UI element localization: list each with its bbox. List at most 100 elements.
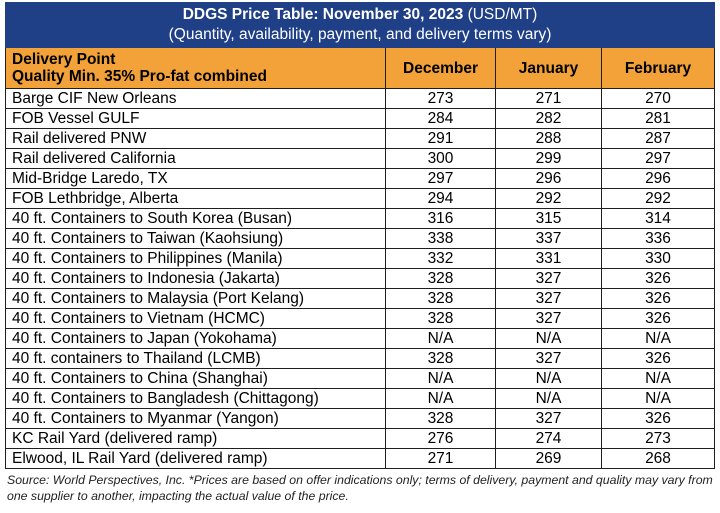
delivery-point-cell: 40 ft. Containers to China (Shanghai) [5,368,386,389]
delivery-point-cell: Rail delivered California [5,148,386,169]
delivery-point-cell: Barge CIF New Orleans [5,88,386,109]
january-price-cell: 288 [495,128,602,149]
table-title-row: DDGS Price Table: November 30, 2023 (USD… [4,2,716,48]
table-row: 40 ft. Containers to Philippines (Manila… [5,248,716,269]
table-row: Mid-Bridge Laredo, TX 297 296 296 [5,168,716,189]
february-price-cell: 297 [600,148,716,169]
table-row: 40 ft. containers to Thailand (LCMB) 328 3… [5,348,716,369]
february-price-cell: 270 [600,88,716,109]
january-price-cell: 327 [495,288,602,309]
january-price-cell: 274 [495,428,602,449]
february-price-cell: 330 [600,248,716,269]
february-price-cell: 336 [600,228,716,249]
ddgs-price-table: DDGS Price Table: November 30, 2023 (USD… [4,2,716,469]
delivery-point-cell: 40 ft. Containers to Japan (Yokohama) [5,328,386,349]
december-price-cell: N/A [385,368,496,389]
title-units: (USD/MT) [467,6,538,23]
february-price-cell: 287 [600,128,716,149]
table-row: 40 ft. Containers to Japan (Yokohama) N/A… [5,328,716,349]
february-price-cell: 326 [600,288,716,309]
delivery-point-header-line1: Delivery Point [12,51,116,68]
delivery-point-cell: 40 ft. Containers to Myanmar (Yangon) [5,408,386,429]
january-price-cell: 327 [495,408,602,429]
delivery-point-cell: 40 ft. Containers to Bangladesh (Chittag… [5,388,386,409]
delivery-point-cell: 40 ft. Containers to Malaysia (Port Kela… [5,288,386,309]
table-row: Rail delivered California 300 299 297 [5,148,716,169]
december-price-cell: 328 [385,288,496,309]
january-price-cell: 337 [495,228,602,249]
december-price-cell: 284 [385,108,496,129]
february-price-cell: 326 [600,308,716,329]
january-price-cell: 331 [495,248,602,269]
table-row: 40 ft. Containers to Indonesia (Jakarta)… [5,268,716,289]
december-price-cell: N/A [385,388,496,409]
february-price-cell: 326 [600,268,716,289]
february-header: February [600,47,716,89]
december-price-cell: 297 [385,168,496,189]
february-price-cell: N/A [600,388,716,409]
table-row: KC Rail Yard (delivered ramp) 276 274 273 [5,428,716,449]
delivery-point-cell: 40 ft. Containers to Indonesia (Jakarta) [5,268,386,289]
table-title: DDGS Price Table: November 30, 2023 (USD… [4,2,716,48]
january-price-cell: 327 [495,308,602,329]
february-price-cell: 326 [600,348,716,369]
december-price-cell: 332 [385,248,496,269]
delivery-point-cell: FOB Lethbridge, Alberta [5,188,386,209]
delivery-point-cell: Mid-Bridge Laredo, TX [5,168,386,189]
title-subtitle: (Quantity, availability, payment, and de… [168,26,552,43]
february-price-cell: 296 [600,168,716,189]
january-price-cell: 282 [495,108,602,129]
january-price-cell: 296 [495,168,602,189]
january-price-cell: N/A [495,328,602,349]
january-price-cell: 327 [495,348,602,369]
table-row: 40 ft. Containers to Taiwan (Kaohsiung) 3… [5,228,716,249]
delivery-point-cell: FOB Vessel GULF [5,108,386,129]
table-row: 40 ft. Containers to Bangladesh (Chittag… [5,388,716,409]
table-row: 40 ft. Containers to China (Shanghai) N/A… [5,368,716,389]
december-price-cell: 328 [385,308,496,329]
delivery-point-cell: 40 ft. Containers to Vietnam (HCMC) [5,308,386,329]
title-main: DDGS Price Table: November 30, 2023 [182,6,464,23]
table-row: 40 ft. Containers to Myanmar (Yangon) 328… [5,408,716,429]
december-price-cell: 328 [385,408,496,429]
table-row: Elwood, IL Rail Yard (delivered ramp) 271… [5,448,716,469]
table-body: Barge CIF New Orleans 273 271 270 FOB Vessel… [5,88,716,469]
january-price-cell: 269 [495,448,602,469]
december-price-cell: 300 [385,148,496,169]
source-footnote: Source: World Perspectives, Inc. *Prices… [7,473,713,503]
january-price-cell: 271 [495,88,602,109]
table-row: Rail delivered PNW 291 288 287 [5,128,716,149]
january-price-cell: 315 [495,208,602,229]
table-row: FOB Vessel GULF 284 282 281 [5,108,716,129]
table-row: 40 ft. Containers to Malaysia (Port Kela… [5,288,716,309]
december-price-cell: N/A [385,328,496,349]
january-header: January [495,47,602,89]
table-row: 40 ft. Containers to Vietnam (HCMC) 328 32… [5,308,716,329]
february-price-cell: 281 [600,108,716,129]
february-price-cell: 268 [600,448,716,469]
december-price-cell: 328 [385,348,496,369]
december-price-cell: 291 [385,128,496,149]
december-price-cell: 338 [385,228,496,249]
february-price-cell: 273 [600,428,716,449]
table-row: FOB Lethbridge, Alberta 294 292 292 [5,188,716,209]
january-price-cell: 327 [495,268,602,289]
delivery-point-cell: 40 ft. Containers to Taiwan (Kaohsiung) [5,228,386,249]
column-header-row: Delivery Point Quality Min. 35% Pro-fat … [5,47,716,89]
december-price-cell: 273 [385,88,496,109]
january-price-cell: N/A [495,368,602,389]
delivery-point-cell: KC Rail Yard (delivered ramp) [5,428,386,449]
december-price-cell: 328 [385,268,496,289]
delivery-point-cell: 40 ft. Containers to South Korea (Busan) [5,208,386,229]
february-price-cell: N/A [600,368,716,389]
table-row: Barge CIF New Orleans 273 271 270 [5,88,716,109]
delivery-point-header: Delivery Point Quality Min. 35% Pro-fat … [5,47,386,89]
december-header: December [385,47,496,89]
january-price-cell: N/A [495,388,602,409]
price-table-container: DDGS Price Table: November 30, 2023 (USD… [4,2,716,504]
december-price-cell: 294 [385,188,496,209]
delivery-point-cell: Elwood, IL Rail Yard (delivered ramp) [5,448,386,469]
delivery-point-cell: 40 ft. Containers to Philippines (Manila… [5,248,386,269]
delivery-point-header-line2: Quality Min. 35% Pro-fat combined [12,68,267,85]
delivery-point-cell: Rail delivered PNW [5,128,386,149]
